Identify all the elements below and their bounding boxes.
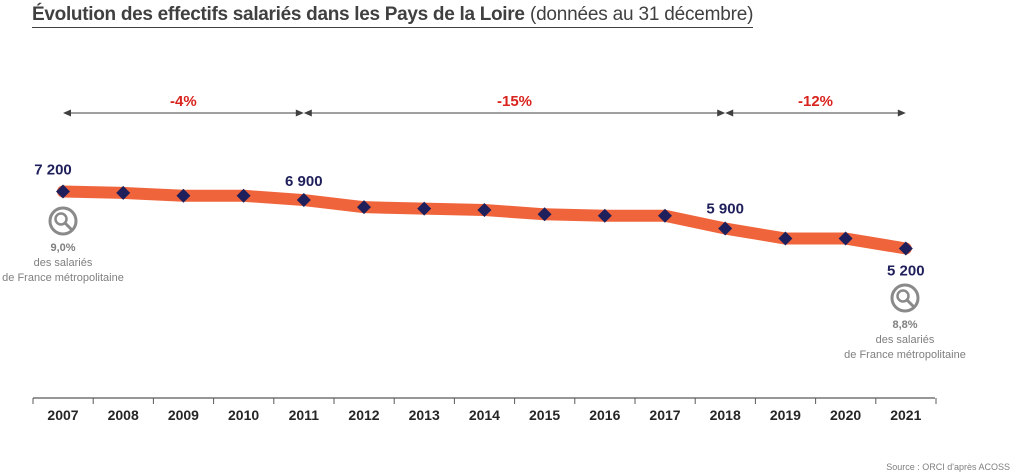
x-tick-label-2011: 2011 — [289, 407, 320, 423]
note-line1-2007: des salariés — [34, 257, 93, 269]
data-point-2017 — [658, 208, 672, 223]
data-point-2016 — [597, 208, 612, 223]
magnifier-chart-icon — [890, 283, 920, 313]
data-point-2010 — [236, 188, 251, 203]
data-point-2007 — [56, 184, 70, 199]
data-label-2007: 7 200 — [34, 162, 72, 179]
data-point-2009 — [176, 188, 191, 203]
x-tick-label-2017: 2017 — [649, 407, 680, 423]
data-label-2018: 5 900 — [706, 201, 744, 218]
x-tick-label-2014: 2014 — [469, 407, 500, 423]
data-label-2011: 6 900 — [285, 173, 323, 190]
arrow-head-right-icon — [897, 109, 906, 117]
data-point-2021 — [898, 241, 913, 256]
period-label-1: -4% — [170, 93, 197, 110]
series-line — [57, 185, 912, 255]
x-tick-label-2013: 2013 — [409, 407, 440, 423]
data-point-2014 — [477, 203, 492, 218]
title-sub: (données au 31 décembre) — [529, 4, 754, 25]
x-tick-label-2010: 2010 — [228, 407, 259, 423]
x-tick-label-2020: 2020 — [830, 407, 861, 423]
arrow-head-right-icon — [717, 109, 726, 117]
note-percent-2021: 8,8% — [892, 319, 917, 331]
arrow-head-right-icon — [295, 109, 304, 117]
note-line2-2021: de France métropolitaine — [844, 349, 966, 361]
source-note: Source : ORCI d'après ACOSS — [886, 462, 1010, 472]
period-label-3: -12% — [798, 93, 833, 110]
arrow-head-left-icon — [725, 109, 734, 117]
data-point-2011 — [296, 193, 311, 208]
arrow-head-left-icon — [303, 109, 312, 117]
data-point-2012 — [357, 200, 371, 215]
data-point-2018 — [718, 221, 733, 236]
magnifier-chart-icon — [48, 206, 78, 236]
data-point-2008 — [116, 185, 131, 200]
x-tick-label-2019: 2019 — [770, 407, 801, 423]
data-point-2015 — [537, 207, 552, 222]
data-label-2021: 5 200 — [887, 263, 925, 280]
x-tick-label-2018: 2018 — [710, 407, 741, 423]
x-tick-label-2016: 2016 — [589, 407, 620, 423]
x-tick-label-2012: 2012 — [348, 407, 379, 423]
data-point-2019 — [778, 231, 793, 246]
x-tick-label-2021: 2021 — [890, 407, 921, 423]
data-point-2013 — [417, 201, 432, 216]
note-line1-2021: des salariés — [876, 334, 935, 346]
note-line2-2007: de France métropolitaine — [2, 272, 124, 284]
x-tick-label-2007: 2007 — [47, 407, 78, 423]
chart-title: Évolution des effectifs salariés dans le… — [32, 4, 753, 28]
note-percent-2007: 9,0% — [50, 242, 75, 254]
data-point-2020 — [838, 231, 853, 246]
x-tick-label-2015: 2015 — [529, 407, 560, 423]
x-tick-label-2009: 2009 — [168, 407, 199, 423]
title-main: Évolution des effectifs salariés dans le… — [32, 4, 525, 25]
arrow-head-left-icon — [63, 109, 71, 117]
x-tick-label-2008: 2008 — [108, 407, 139, 423]
period-label-2: -15% — [497, 93, 532, 110]
